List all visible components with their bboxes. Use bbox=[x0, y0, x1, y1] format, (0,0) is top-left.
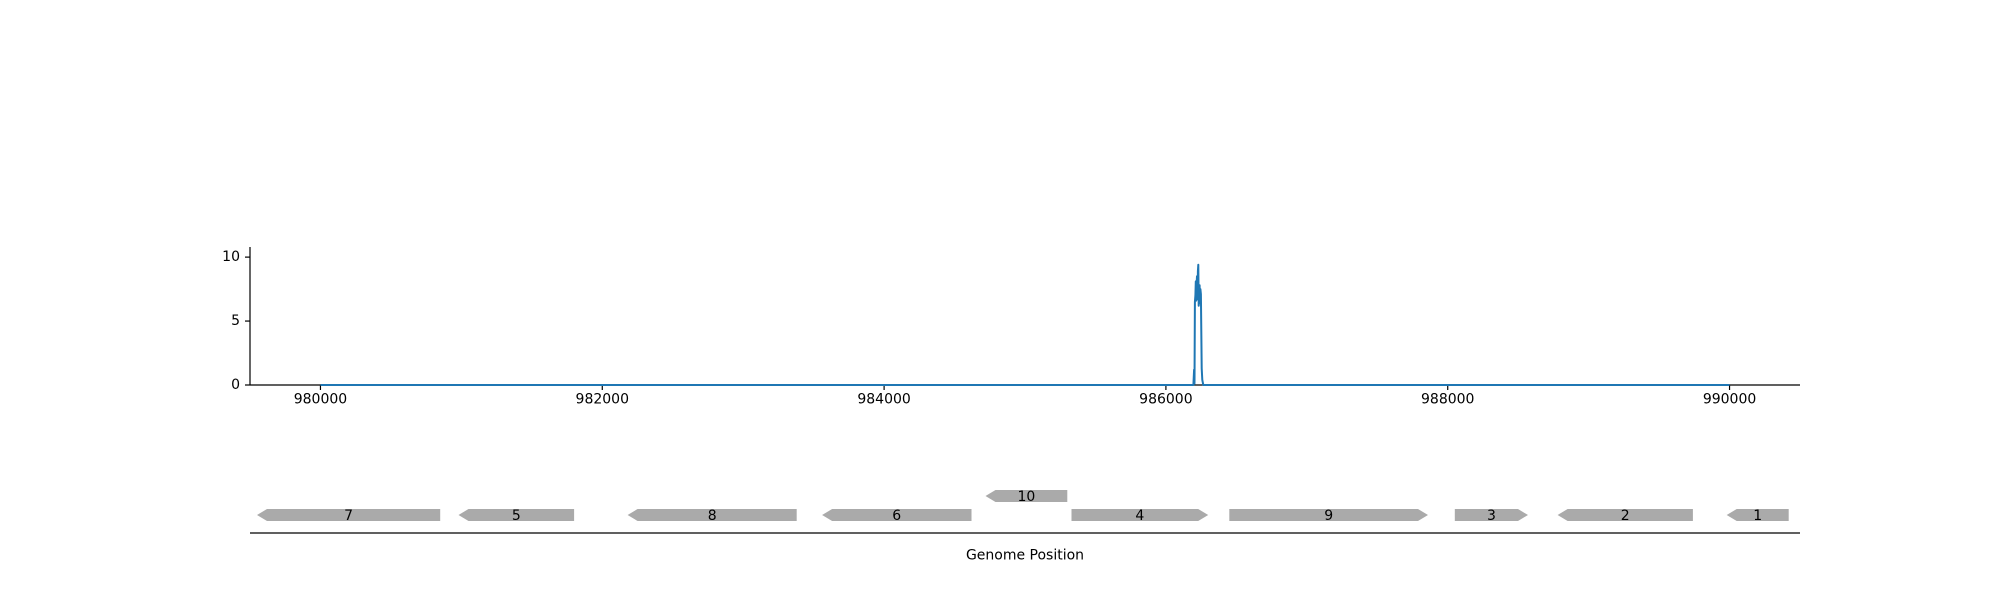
gene-feature: 3 bbox=[1454, 508, 1528, 524]
gene-label: 1 bbox=[1753, 508, 1762, 524]
gene-label: 7 bbox=[344, 508, 353, 524]
gene-arrow bbox=[627, 509, 797, 521]
gene-label: 6 bbox=[892, 508, 901, 524]
gene-feature: 9 bbox=[1229, 508, 1428, 524]
y-tick-label: 5 bbox=[231, 313, 240, 329]
gene-arrow bbox=[1229, 509, 1428, 521]
x-tick-label: 982000 bbox=[576, 392, 629, 408]
x-tick-label: 984000 bbox=[857, 392, 910, 408]
x-tick-label: 988000 bbox=[1421, 392, 1474, 408]
gene-arrow bbox=[1071, 509, 1209, 521]
gene-feature: 10 bbox=[985, 489, 1068, 505]
gene-arrow bbox=[458, 509, 575, 521]
gene-label: 2 bbox=[1621, 508, 1630, 524]
gene-feature: 8 bbox=[627, 508, 797, 524]
x-tick-label: 986000 bbox=[1139, 392, 1192, 408]
gene-arrow bbox=[1557, 509, 1693, 521]
gene-label: 4 bbox=[1135, 508, 1144, 524]
gene-label: 10 bbox=[1017, 489, 1035, 505]
gene-label: 3 bbox=[1487, 508, 1496, 524]
x-tick-label: 980000 bbox=[294, 392, 347, 408]
coverage-series-line bbox=[320, 263, 1730, 386]
gene-arrow bbox=[1454, 509, 1528, 521]
gene-arrow bbox=[985, 490, 1068, 502]
gene-label: 8 bbox=[708, 508, 717, 524]
gene-label: 9 bbox=[1324, 508, 1333, 524]
gene-feature: 7 bbox=[257, 508, 441, 524]
gene-feature: 1 bbox=[1726, 508, 1789, 524]
gene-feature: 4 bbox=[1071, 508, 1209, 524]
gene-feature: 2 bbox=[1557, 508, 1693, 524]
gene-track-panel: 7 5 8 6 10 4 9 3 2 1 Genome Position bbox=[250, 489, 1800, 564]
gene-label: 5 bbox=[512, 508, 521, 524]
gene-track-xlabel: Genome Position bbox=[966, 548, 1084, 564]
x-tick-label: 990000 bbox=[1703, 392, 1756, 408]
gene-feature: 5 bbox=[458, 508, 575, 524]
gene-arrow bbox=[1726, 509, 1789, 521]
gene-arrow bbox=[257, 509, 441, 521]
gene-layer: 7 5 8 6 10 4 9 3 2 1 bbox=[257, 489, 1789, 524]
x-axis-ticks: 980000 982000 984000 986000 988000 990000 bbox=[294, 385, 1756, 408]
coverage-panel: 0 5 10 980000 982000 984000 986000 988000 99000… bbox=[222, 247, 1800, 408]
gene-arrow bbox=[822, 509, 972, 521]
gene-feature: 6 bbox=[822, 508, 972, 524]
series-layer bbox=[320, 263, 1730, 386]
y-tick-label: 10 bbox=[222, 249, 240, 265]
y-tick-label: 0 bbox=[231, 377, 240, 393]
y-axis-ticks: 0 5 10 bbox=[222, 249, 250, 393]
